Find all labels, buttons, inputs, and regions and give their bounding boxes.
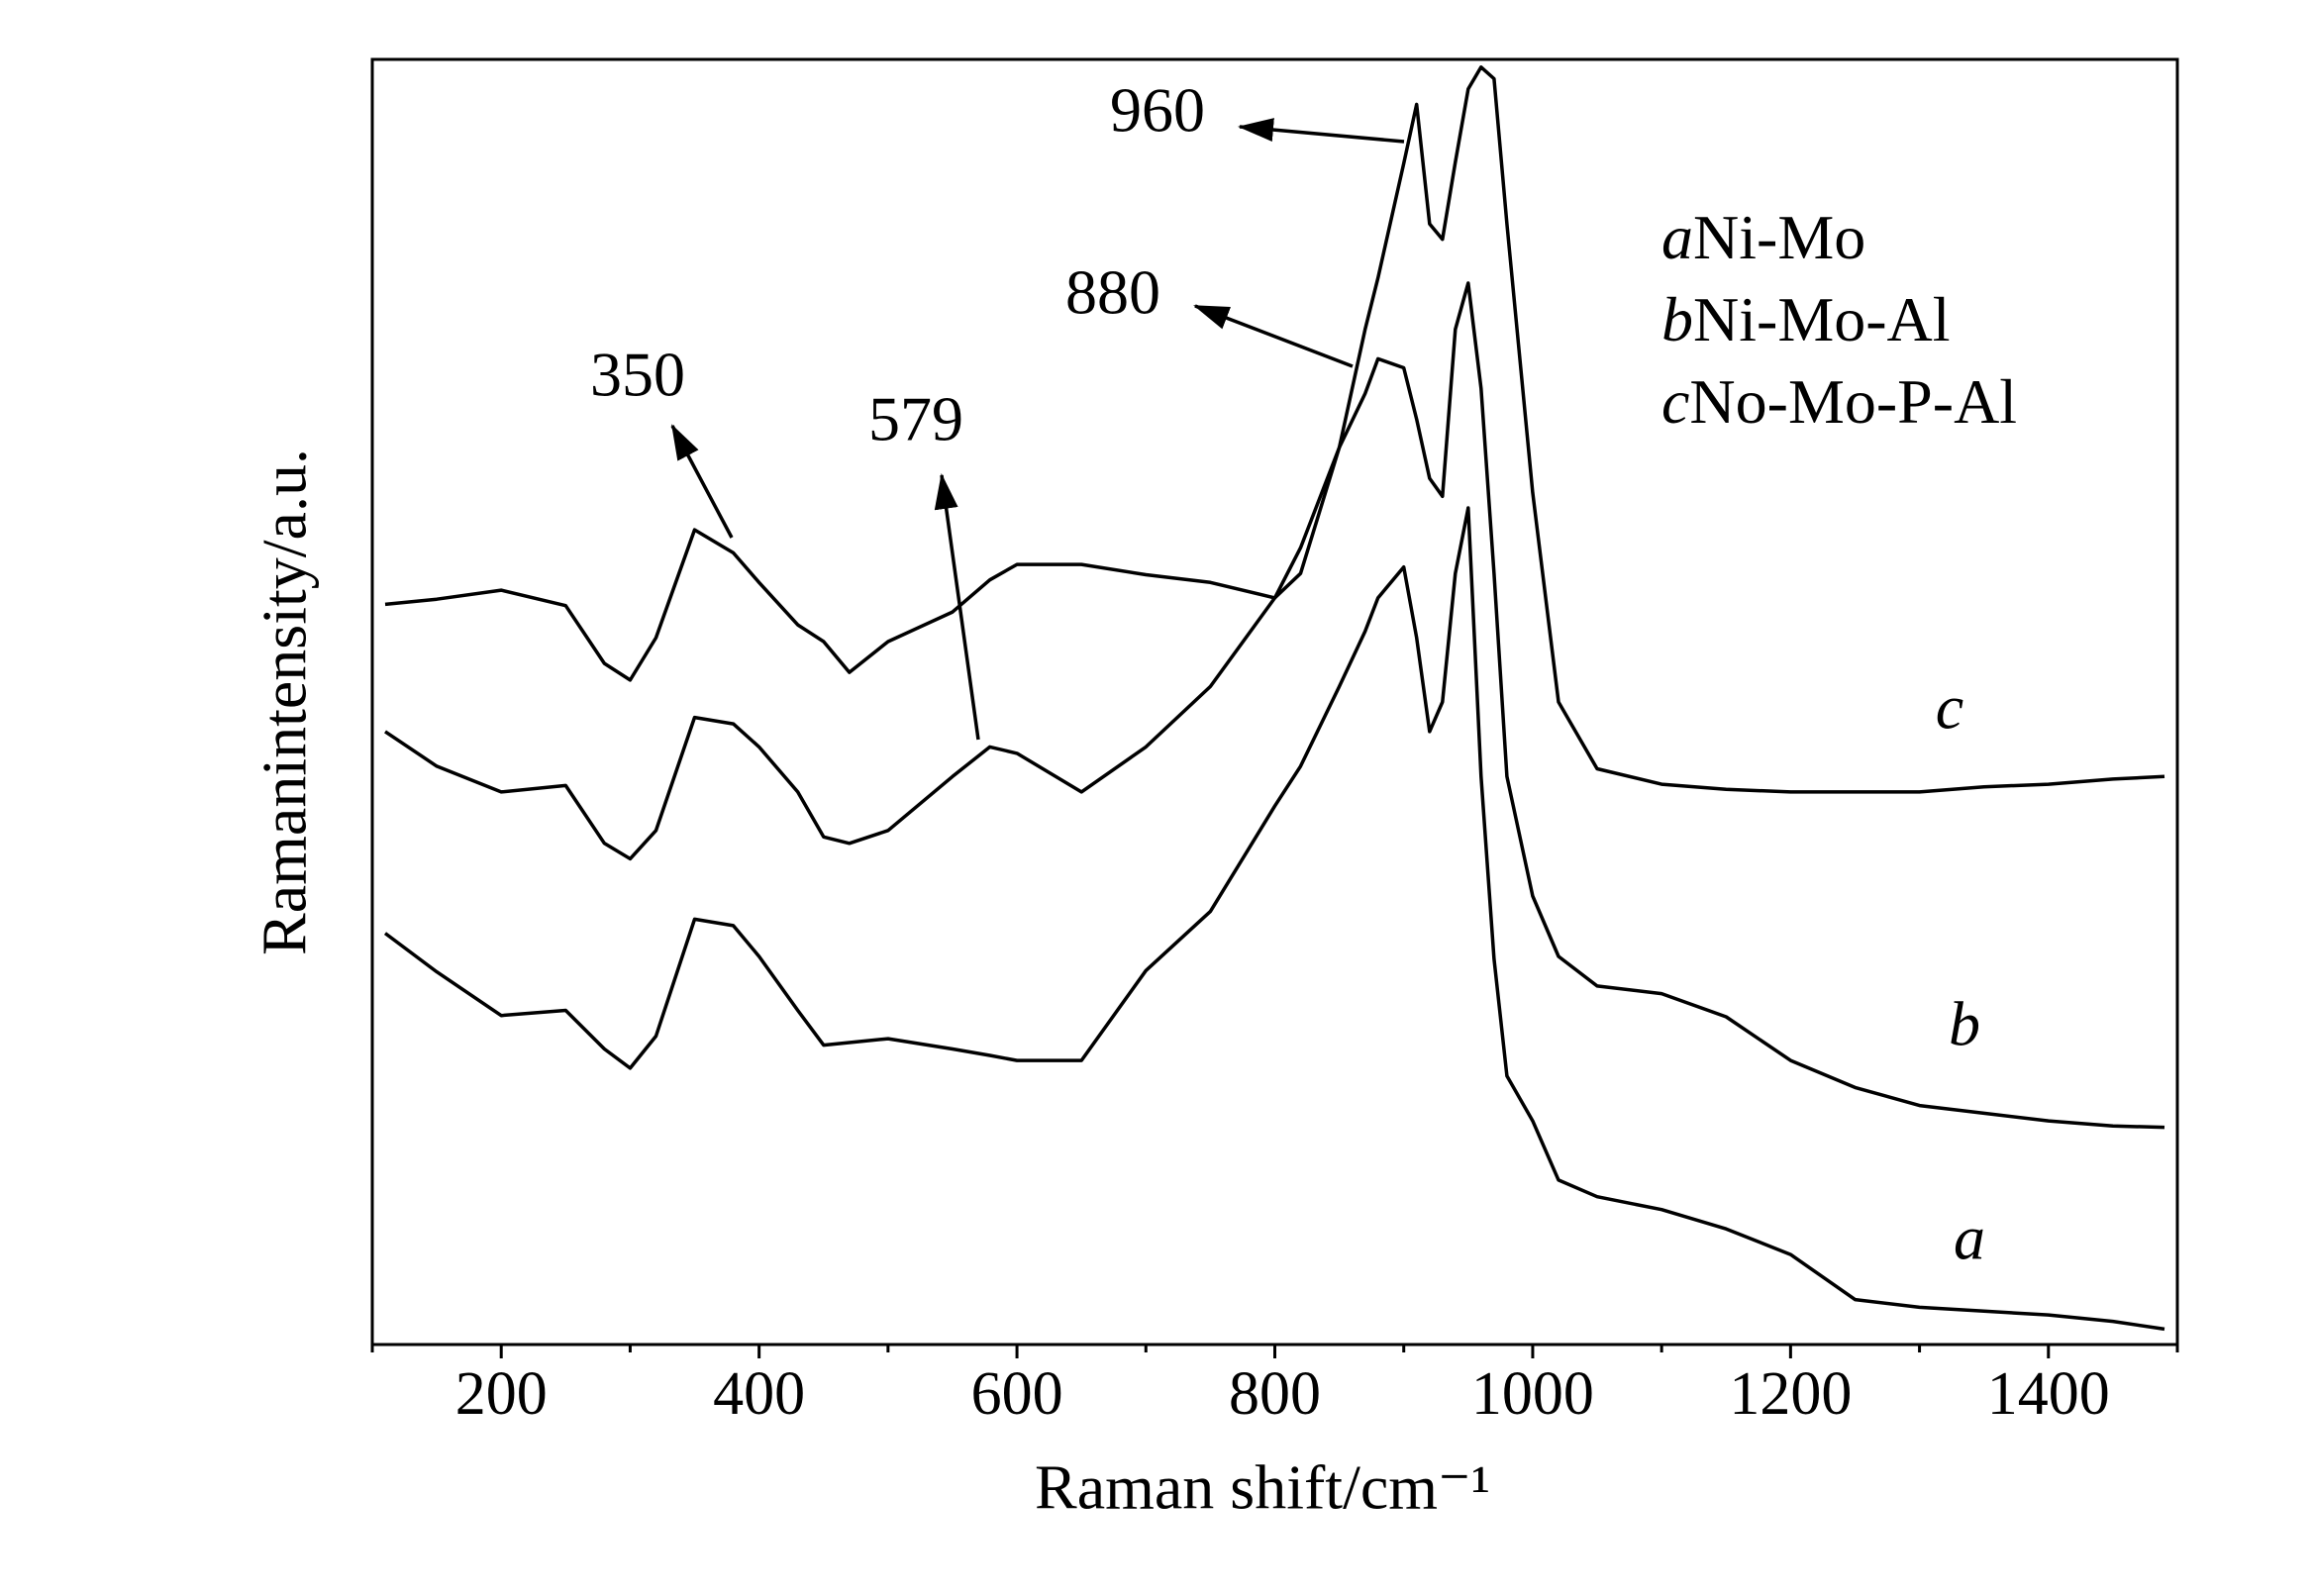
legend-name: Ni-Mo-Al [1693,284,1951,354]
curve-label: b [1949,989,1980,1059]
legend-entry: aNi-Mo [1661,202,1865,272]
curve-label: a [1954,1203,1985,1273]
spectrum-line [383,506,2165,1332]
x-tick-label: 400 [713,1360,805,1428]
annotation-arrow [1193,304,1354,368]
x-tick-label: 1200 [1729,1360,1852,1428]
annotation-arrow [1238,118,1405,144]
annotation-arrow [670,424,734,539]
legend-letter: b [1661,284,1693,354]
x-tick-label: 200 [455,1360,548,1428]
spectrum-line [384,281,2165,1130]
x-tick-label: 1000 [1471,1360,1594,1428]
peak-annotation: 960 [1110,75,1205,146]
plot-frame [370,57,2179,1347]
curve-label: c [1936,672,1963,743]
legend-name: Ni-Mo [1693,202,1865,272]
peak-annotation: 350 [590,340,685,410]
legend-name: No-Mo-P-Al [1689,366,2017,437]
legend-letter: a [1661,202,1693,272]
x-axis-title: Raman shift/cm⁻¹ [1035,1452,1490,1523]
peak-annotation: 579 [868,384,963,454]
peak-annotation: 880 [1065,257,1160,328]
x-tick-label: 800 [1229,1360,1321,1428]
legend-letter: c [1661,366,1689,437]
spectrum-line [384,65,2165,794]
legend-entry: cNo-Mo-P-Al [1661,366,2017,437]
annotation-arrow [934,473,980,741]
y-axis-title: Ramanintensity/a.u. [250,449,320,955]
legend-entry: bNi-Mo-Al [1661,284,1951,354]
x-tick-label: 600 [971,1360,1063,1428]
x-tick-label: 1400 [1987,1360,2110,1428]
